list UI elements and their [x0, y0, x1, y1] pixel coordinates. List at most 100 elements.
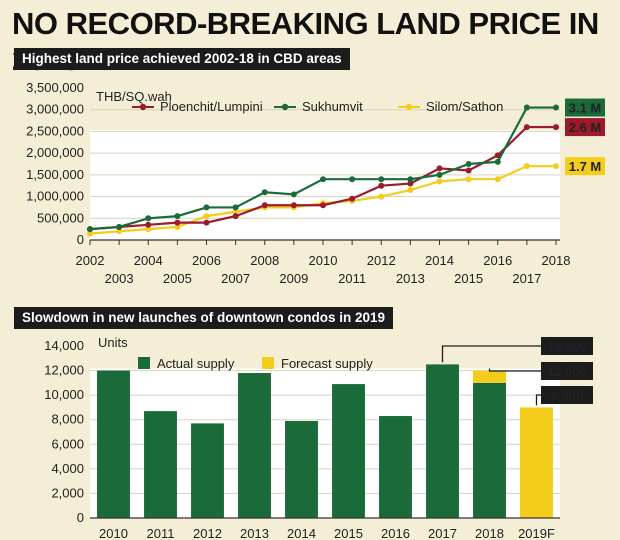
data-point	[465, 176, 472, 183]
line-x-tick-label: 2016	[483, 253, 512, 268]
bar-y-tick-label: 2,000	[51, 485, 84, 500]
data-point	[407, 180, 414, 187]
data-point	[465, 167, 472, 174]
bar-x-tick-label: 2010	[99, 526, 128, 540]
data-point	[174, 223, 181, 230]
legend-swatch	[262, 357, 274, 369]
line-x-tick-label: 2015	[454, 271, 483, 286]
data-point	[349, 195, 356, 202]
legend-label: Actual supply	[157, 356, 235, 371]
bar-actual	[285, 420, 318, 518]
callout-box	[541, 362, 593, 380]
legend-marker	[281, 103, 289, 111]
bar-y-axis-label: Units	[98, 335, 128, 350]
line-x-tick-label: 2004	[134, 253, 163, 268]
line-x-tick-label: 2017	[512, 271, 541, 286]
data-point	[261, 189, 268, 196]
data-point	[349, 176, 356, 183]
bar-actual	[97, 370, 130, 518]
end-label-badge: 2.6 M	[565, 118, 605, 137]
line-x-tick-label: 2007	[221, 271, 250, 286]
end-label-box	[565, 157, 605, 176]
bar-y-tick-label: 12,000	[44, 363, 84, 378]
legend-label: Silom/Sathon	[426, 99, 503, 114]
line-x-tick-label: 2012	[367, 253, 396, 268]
data-point	[116, 228, 123, 235]
bar-y-tick-label: 0	[77, 510, 84, 525]
line-x-tick-label: 2011	[338, 271, 366, 286]
data-point	[261, 202, 268, 209]
bar-actual	[191, 423, 224, 518]
line-plot-area	[90, 130, 560, 240]
callout-leader	[441, 345, 541, 363]
bar-x-tick-label: 2019F	[518, 526, 555, 540]
data-point	[523, 104, 530, 111]
data-point	[174, 219, 181, 226]
data-point	[553, 163, 559, 170]
line-x-tick-label: 2018	[542, 253, 571, 268]
bar-x-tick-label: 2017	[428, 526, 457, 540]
data-point	[145, 226, 152, 233]
data-point	[203, 219, 210, 226]
data-point	[378, 176, 385, 183]
line-y-tick-label: 1,000,000	[26, 189, 84, 204]
data-point	[232, 213, 239, 220]
data-point	[436, 171, 443, 178]
legend-marker	[139, 103, 147, 111]
bar-x-tick-label: 2011	[147, 526, 175, 540]
callout-leader	[535, 394, 541, 406]
data-point	[174, 213, 181, 220]
bar-chart-title: Slowdown in new launches of downtown con…	[14, 307, 394, 329]
data-point	[407, 187, 414, 194]
data-point	[553, 124, 559, 131]
data-point	[203, 204, 210, 211]
bar-actual	[332, 384, 365, 518]
line-x-tick-label: 2003	[105, 271, 134, 286]
end-label-text: 1.7 M	[569, 159, 602, 174]
data-point	[232, 204, 239, 211]
bar-forecast	[473, 370, 506, 383]
data-point	[145, 221, 152, 228]
bar-forecast	[520, 407, 553, 518]
data-point	[378, 193, 385, 200]
bar-y-tick-label: 8,000	[51, 412, 84, 427]
line-y-tick-label: 2,500,000	[26, 123, 84, 138]
data-point	[145, 215, 152, 222]
callout-box	[541, 386, 593, 404]
callout-label: 9,000	[551, 388, 584, 403]
line-y-tick-label: 3,500,000	[26, 80, 84, 95]
data-point	[553, 104, 559, 111]
line-x-tick-label: 2013	[396, 271, 425, 286]
line-y-tick-label: 3,000,000	[26, 102, 84, 117]
bar-actual	[238, 373, 271, 518]
callout-label: 12,500	[547, 339, 587, 354]
bar-actual	[426, 364, 459, 518]
data-point	[320, 202, 326, 209]
data-point	[116, 223, 123, 230]
line-x-tick-label: 2009	[279, 271, 308, 286]
data-point	[378, 182, 385, 189]
data-point	[523, 124, 530, 131]
legend-label: Ploenchit/Lumpini	[160, 99, 263, 114]
legend-label: Sukhumvit	[302, 99, 363, 114]
bar-actual	[144, 411, 177, 518]
bar-x-tick-label: 2018	[475, 526, 504, 540]
line-x-tick-label: 2010	[309, 253, 338, 268]
bar-x-tick-label: 2016	[381, 526, 410, 540]
bar-y-tick-label: 4,000	[51, 461, 84, 476]
line-y-tick-label: 500,000	[37, 210, 84, 225]
bar-y-tick-label: 10,000	[44, 387, 84, 402]
line-x-tick-label: 2006	[192, 253, 221, 268]
bar-x-tick-label: 2013	[240, 526, 269, 540]
data-point	[436, 178, 443, 185]
callout-label: 12,000	[547, 364, 587, 379]
line-y-tick-label: 0	[77, 232, 84, 247]
data-point	[232, 208, 239, 215]
bar-x-tick-label: 2015	[334, 526, 363, 540]
data-point	[203, 213, 210, 220]
end-label-box	[565, 98, 605, 117]
line-x-tick-label: 2008	[250, 253, 279, 268]
line-x-tick-label: 2005	[163, 271, 192, 286]
data-point	[407, 176, 414, 183]
